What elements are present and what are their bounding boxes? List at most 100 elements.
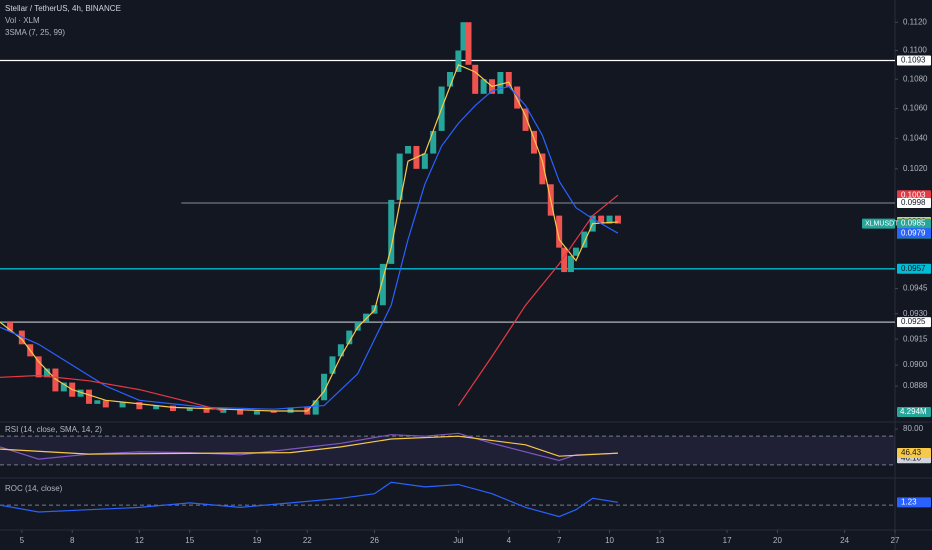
indicator-line	[0, 194, 619, 412]
price-label: 0.1003	[901, 190, 926, 199]
volume-label: 4.294M	[900, 407, 927, 416]
x-tick-label: 7	[557, 536, 562, 545]
candle	[60, 382, 67, 392]
legend-line: Vol · XLM	[5, 16, 40, 25]
price-label-box	[897, 55, 931, 66]
candle	[363, 313, 370, 323]
y-tick-label: 0.0900	[903, 360, 928, 369]
candle	[7, 322, 14, 331]
candle	[396, 153, 403, 200]
x-tick-label: 24	[840, 536, 849, 545]
y-tick-label: 0.1100	[903, 46, 927, 55]
candle	[539, 153, 546, 185]
candle	[220, 409, 227, 413]
indicator-line	[0, 64, 618, 412]
indicator-line	[0, 432, 618, 462]
candle	[405, 145, 412, 154]
symbol-label: XLMUSDT	[865, 220, 899, 227]
x-tick-label: 12	[135, 536, 144, 545]
rsi-band	[0, 436, 895, 465]
price-label-box	[897, 228, 931, 239]
symbol-label-box	[862, 218, 895, 229]
value-label: 1.23	[901, 497, 917, 506]
candle	[614, 215, 621, 224]
candle	[480, 79, 487, 94]
candle	[598, 215, 605, 224]
candle	[329, 356, 336, 374]
x-tick-label: 17	[723, 536, 732, 545]
candle	[561, 247, 568, 273]
x-tick-label: 8	[70, 536, 75, 545]
candle	[253, 411, 260, 415]
value-label: 46.43	[901, 448, 922, 457]
candle	[270, 411, 277, 413]
candle	[379, 263, 386, 306]
candle	[460, 22, 467, 51]
price-label: 0.0985	[901, 219, 926, 228]
candle	[421, 153, 428, 169]
candle	[606, 215, 613, 224]
price-label: 0.0957	[901, 264, 926, 273]
x-tick-label: Jul	[453, 536, 463, 545]
candle	[430, 130, 437, 154]
candle	[556, 215, 563, 248]
x-tick-label: 19	[252, 536, 261, 545]
candle	[505, 72, 512, 87]
volume-label-box	[897, 407, 931, 417]
candle	[514, 86, 521, 109]
candle	[447, 72, 454, 87]
x-tick-label: 4	[507, 536, 512, 545]
candle	[455, 50, 462, 73]
candle	[85, 389, 92, 404]
candle	[35, 356, 42, 378]
candle	[203, 407, 210, 413]
x-tick-label: 26	[370, 536, 379, 545]
price-label: 0.0998	[901, 198, 926, 207]
y-tick-label: 0.1020	[903, 164, 928, 173]
price-label: 0.0979	[901, 228, 926, 237]
price-label-box	[897, 198, 931, 209]
candle	[581, 231, 588, 248]
x-tick-label: 15	[185, 536, 194, 545]
candle	[388, 199, 395, 264]
pane-title: RSI (14, close, SMA, 14, 2)	[5, 425, 102, 434]
indicator-line	[0, 85, 619, 410]
y-tick-label: 0.0915	[903, 334, 928, 343]
x-tick-label: 10	[605, 536, 614, 545]
candle	[321, 373, 328, 401]
candle	[94, 400, 101, 404]
x-tick-label: 5	[20, 536, 25, 545]
price-label-box	[897, 190, 931, 201]
x-tick-label: 20	[773, 536, 782, 545]
y-tick-label: 0.1060	[903, 104, 928, 113]
indicator-line	[0, 435, 618, 457]
x-tick-label: 13	[655, 536, 664, 545]
value-label-box	[897, 497, 931, 508]
candle	[102, 400, 109, 408]
candle	[465, 22, 472, 65]
candle	[472, 64, 479, 94]
y-tick-label: 80.00	[903, 424, 924, 433]
candle	[186, 407, 193, 412]
y-tick-label: 0.0945	[903, 284, 928, 293]
candle	[572, 247, 579, 256]
candle	[497, 72, 504, 94]
candle	[44, 368, 51, 378]
candle	[52, 368, 59, 392]
candle	[346, 330, 353, 345]
candle	[354, 322, 361, 331]
price-label-box	[897, 317, 931, 328]
candle	[567, 255, 574, 273]
y-tick-label: 0.0930	[903, 309, 928, 318]
price-label: 0.1093	[901, 56, 926, 65]
candle	[522, 108, 529, 131]
indicator-line	[0, 481, 618, 518]
chart-title: Stellar / TetherUS, 4h, BINANCE	[5, 4, 121, 13]
candle	[312, 400, 319, 415]
candle	[287, 407, 294, 413]
value-label-box	[897, 448, 931, 459]
candle	[119, 402, 126, 408]
candle	[153, 405, 160, 410]
